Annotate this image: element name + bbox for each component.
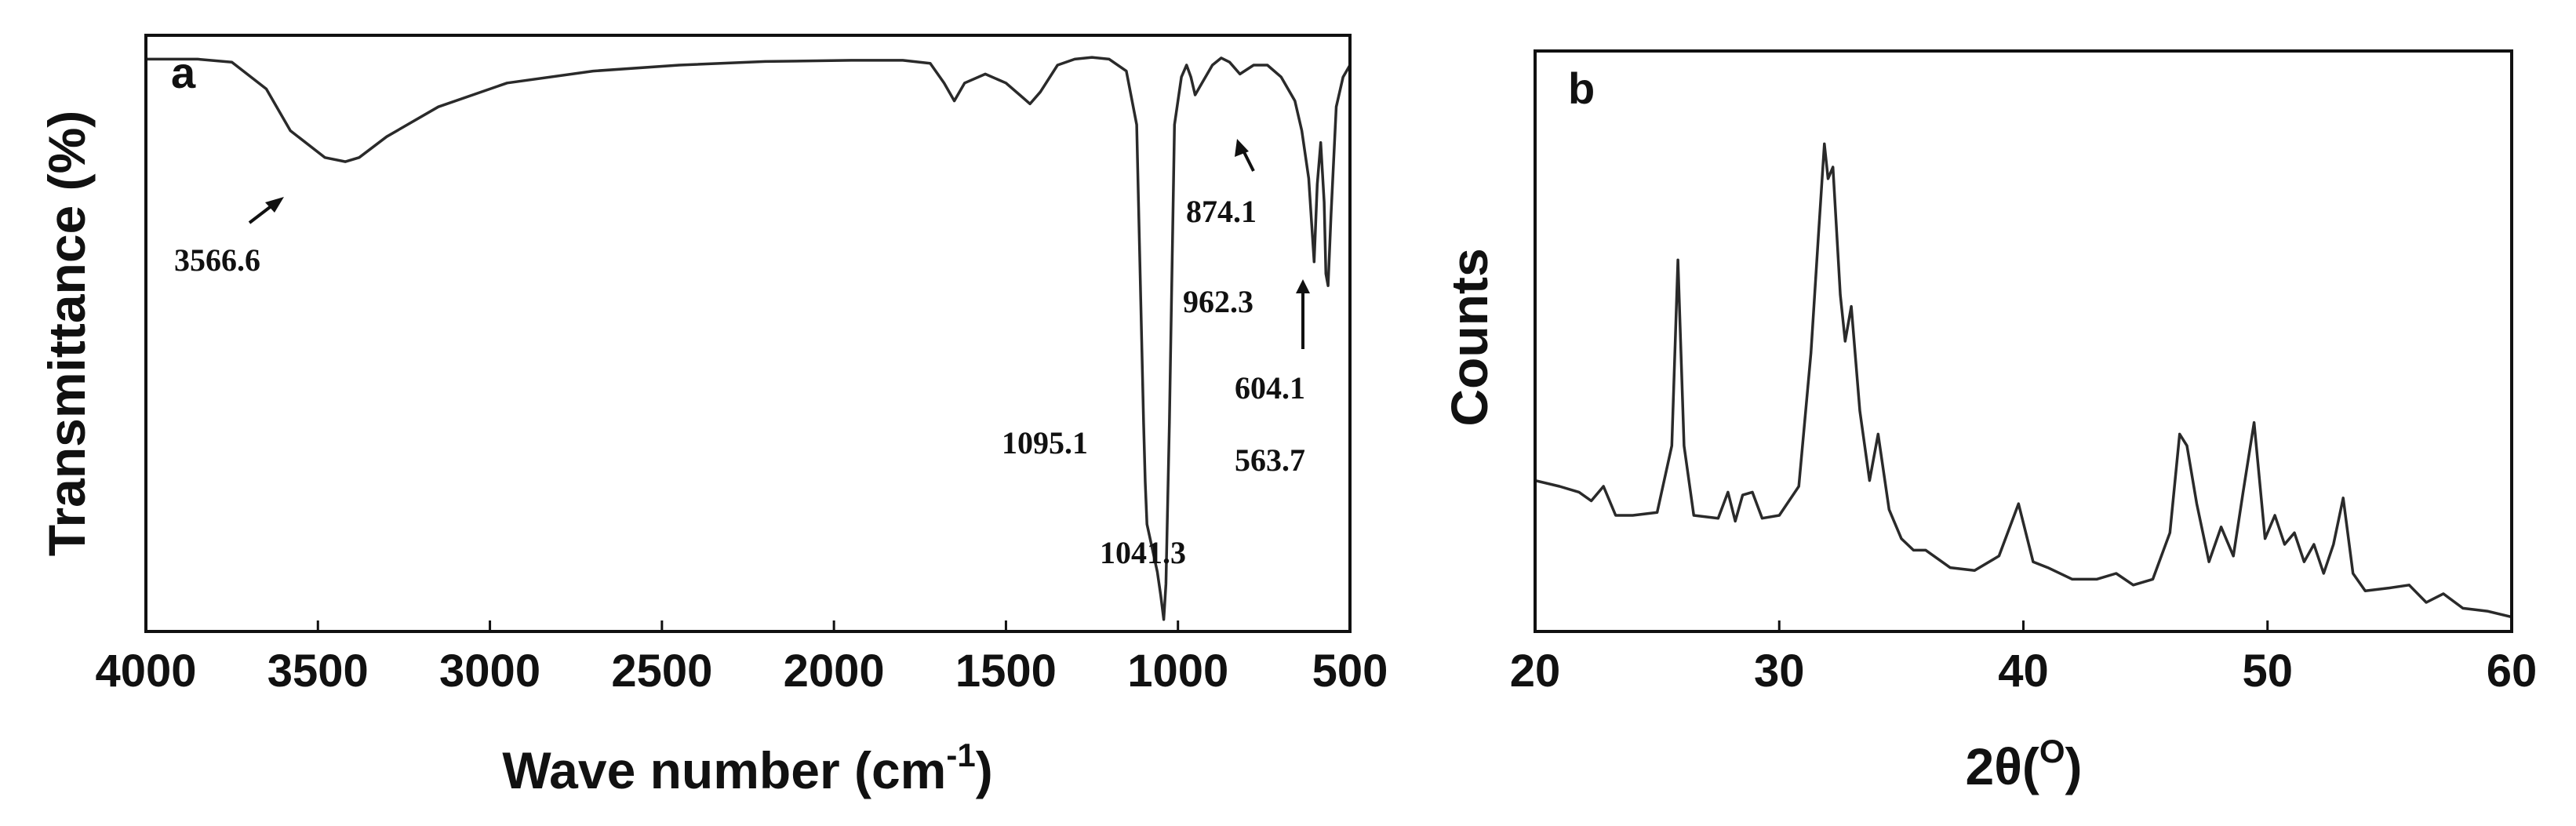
panel-b-x-axis-label: 2θ(O)	[1965, 733, 2082, 795]
panel-b-x-tick-label: 60	[2487, 646, 2538, 697]
panel-a-x-tick-label: 500	[1312, 646, 1388, 697]
panel-a-x-tick-label: 3000	[439, 646, 540, 697]
panel-a-y-axis-label: Transmittance (%)	[38, 111, 96, 556]
annotation-1041: 1041.3	[1100, 535, 1186, 570]
panel-a-x-tick-label: 3500	[267, 646, 369, 697]
panel-a-frame	[144, 34, 1352, 633]
panel-a-x-axis-label-end: )	[976, 741, 993, 799]
ftir-spectrum-line	[146, 56, 1350, 621]
panel-a-x-axis-label: Wave number (cm-1)	[502, 737, 992, 799]
annotation-874: 874.1	[1186, 194, 1257, 229]
panel-a-x-tick-label: 1000	[1127, 646, 1228, 697]
panel-a-x-tick-label: 2500	[611, 646, 712, 697]
annotation-3566: 3566.6	[174, 242, 260, 278]
arrow-604-head	[1296, 279, 1310, 293]
panel-a-x-axis-label-main: Wave number (cm	[502, 741, 946, 799]
panel-b-letter: b	[1568, 64, 1595, 113]
panel-b-x-axis-label-main: 2θ(	[1965, 737, 2039, 795]
annotation-604: 604.1	[1235, 370, 1305, 406]
panel-a-x-ticks: 4000 3500 3000 2500 2000 1500 1000 500	[95, 620, 1388, 697]
arrow-874-head	[1235, 139, 1249, 157]
annotation-563: 563.7	[1235, 442, 1305, 478]
panel-b-x-tick-label: 50	[2242, 646, 2293, 697]
panel-b-x-tick-label: 20	[1510, 646, 1561, 697]
panel-b: 20 30 40 50 60 b Counts 2θ(O)	[1440, 49, 2538, 795]
annotation-1095: 1095.1	[1002, 425, 1088, 460]
panel-a-x-axis-label-sup: -1	[946, 737, 975, 773]
arrow-3566-head	[265, 197, 284, 213]
panel-a-x-tick-label: 2000	[784, 646, 885, 697]
xrd-pattern-line	[1535, 142, 2512, 619]
panel-a-x-tick-label: 1500	[955, 646, 1057, 697]
annotation-962: 962.3	[1183, 284, 1253, 319]
panel-b-x-axis-label-sup: O	[2039, 733, 2065, 770]
panel-a-letter: a	[171, 48, 196, 97]
panel-a: 4000 3500 3000 2500 2000 1500 1000 500 a Transm…	[38, 34, 1388, 799]
panel-b-y-axis-label: Counts	[1440, 248, 1498, 426]
panel-b-x-tick-label: 30	[1754, 646, 1805, 697]
panel-b-x-axis-label-end: )	[2065, 737, 2083, 795]
panel-a-x-tick-label: 4000	[95, 646, 196, 697]
panel-b-x-ticks: 20 30 40 50 60	[1510, 620, 2538, 697]
panel-b-x-tick-label: 40	[1998, 646, 2049, 697]
